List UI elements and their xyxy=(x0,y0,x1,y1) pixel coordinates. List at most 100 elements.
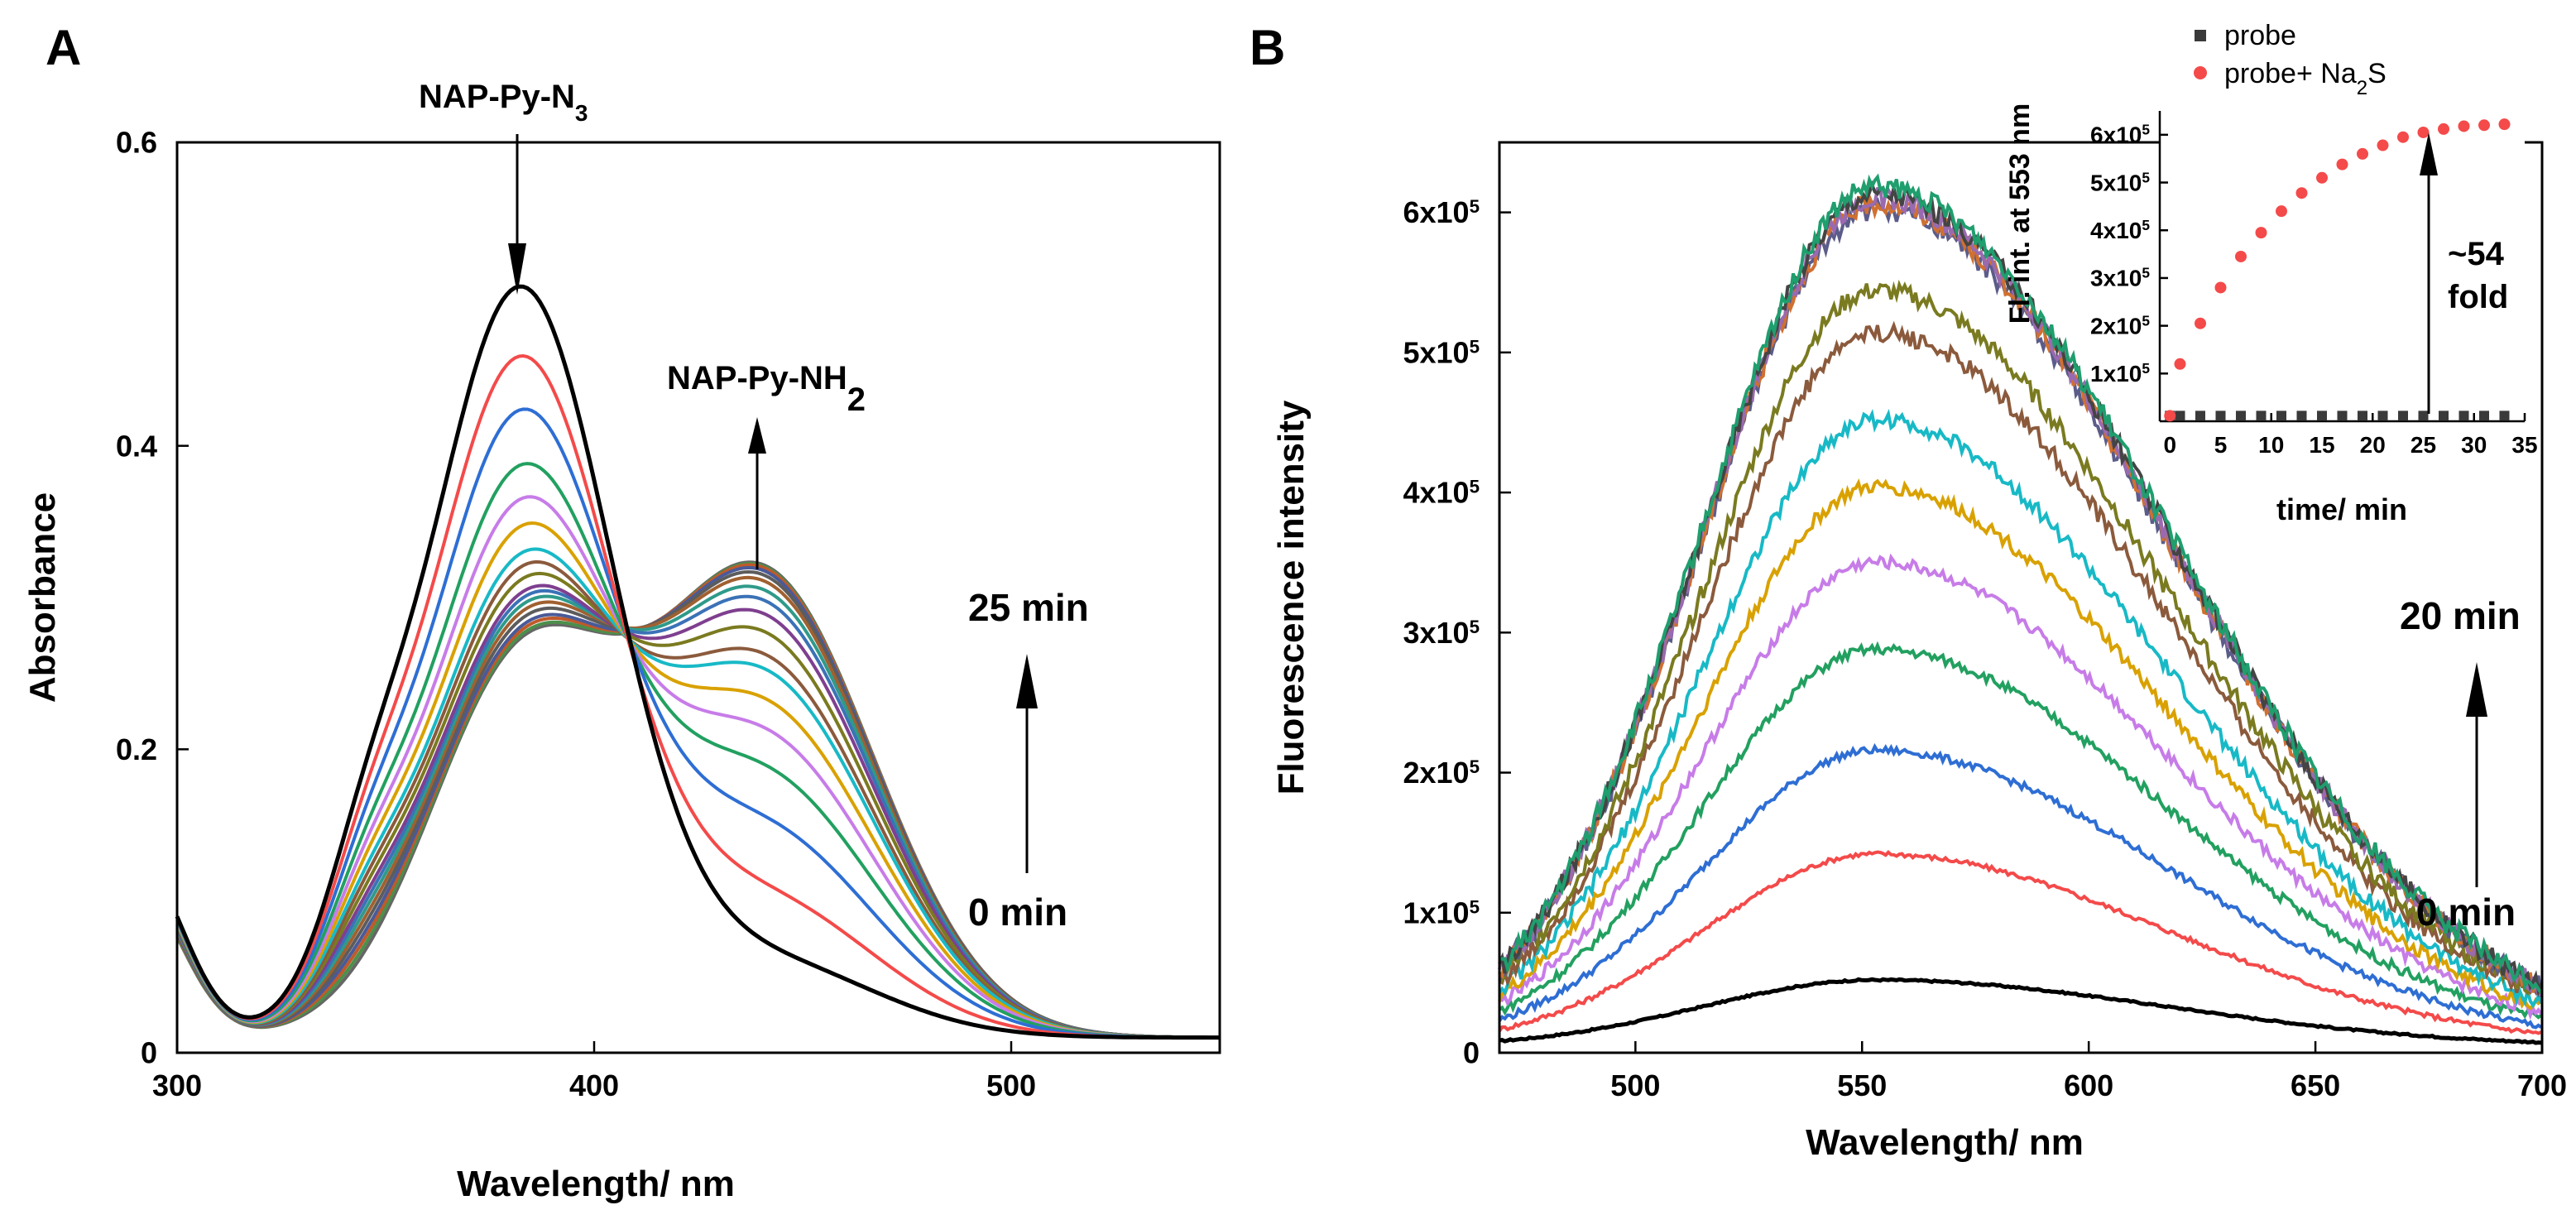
x-tick-label: 700 xyxy=(2517,1068,2567,1102)
spectrum-line-b xyxy=(1498,742,2543,1030)
annotation-nap-py-nh2: NAP-Py-NH2 xyxy=(667,360,866,418)
panel-a-label: A xyxy=(46,20,81,75)
spectrum-line-b xyxy=(1499,553,2543,1020)
spectrum-line-b xyxy=(1499,977,2542,1045)
arrow-up-time-a-head xyxy=(1016,654,1038,708)
chart-b-frame xyxy=(1498,141,2544,1054)
annotation-nap-py-n3: NAP-Py-N3 xyxy=(419,79,588,126)
y-tick-label-exp: 5 xyxy=(1470,476,1480,497)
y-tick-label-main: 2x10 xyxy=(1403,756,1469,790)
spectrum-line-a xyxy=(175,575,1220,1040)
spectrum-line-b xyxy=(1499,173,2543,994)
x-tick-label: 35 xyxy=(2511,432,2537,458)
x-tick-label: 10 xyxy=(2258,432,2284,458)
x-tick-label: 5 xyxy=(2214,432,2228,458)
y-tick-label-main: 6x10 xyxy=(1403,195,1469,229)
chart-b-xlabel: Wavelength/ nm xyxy=(1806,1122,2084,1163)
inset-xlabel: time/ min xyxy=(2276,492,2407,526)
inset-point-probe xyxy=(2236,411,2246,421)
y-tick-label: 5x105 xyxy=(2090,169,2150,195)
y-tick-label-main: 1x10 xyxy=(2090,361,2142,387)
annotation-nap-py-n3-main: NAP-Py-N xyxy=(419,79,575,115)
spectrum-line-a xyxy=(175,462,1220,1040)
y-tick-label: 0 xyxy=(141,1036,157,1070)
chart-a: 300 400 500 0 0.2 0.4 0.6 Wavelength/ nm Absor… xyxy=(22,79,1221,1204)
legend-marker-probe-na2s xyxy=(2194,66,2207,79)
x-tick-label: 500 xyxy=(1610,1068,1660,1102)
legend-label-probe-na2s-sub: 2 xyxy=(2357,77,2367,99)
inset-point-probe xyxy=(2296,411,2307,421)
x-tick-label: 550 xyxy=(1837,1068,1887,1102)
inset-point-probe xyxy=(2175,411,2185,421)
inset-point-probe xyxy=(2499,411,2510,421)
spectrum-line-a xyxy=(175,407,1220,1040)
fold-arrow-head xyxy=(2420,132,2438,175)
y-tick-label-exp: 5 xyxy=(1470,896,1480,917)
inset-point-probe xyxy=(2398,411,2408,421)
inset-point-probe xyxy=(2377,411,2388,421)
legend-marker-probe xyxy=(2195,30,2206,41)
arrow-up-time-b-head xyxy=(2466,662,2487,717)
x-tick-label: 400 xyxy=(569,1068,619,1102)
inset-point-probe xyxy=(2215,411,2226,421)
inset-point-probe xyxy=(2195,411,2205,421)
inset-point-probe xyxy=(2479,411,2489,421)
inset-point-probe xyxy=(2358,411,2367,421)
inset-point-probe-na2s xyxy=(2377,139,2389,151)
inset-point-probe-na2s xyxy=(2357,147,2368,160)
y-tick-label: 0.6 xyxy=(116,126,157,160)
inset-point-probe-na2s xyxy=(2316,171,2328,184)
y-tick-label-exp: 5 xyxy=(2142,360,2150,377)
chart-a-ylabel: Absorbance xyxy=(22,492,63,703)
annotation-nap-py-n3-sub: 3 xyxy=(575,100,588,126)
y-tick-label-exp: 5 xyxy=(1470,336,1480,357)
inset-point-probe-na2s xyxy=(2438,122,2449,135)
inset-point-probe-na2s xyxy=(2255,227,2267,239)
legend-label-probe-na2s-main: probe+ Na xyxy=(2224,58,2357,89)
annotation-nap-py-nh2-sub: 2 xyxy=(847,382,866,418)
y-tick-label-exp: 5 xyxy=(2142,217,2150,233)
y-tick-label: 1x105 xyxy=(1403,895,1480,929)
chart-b-ylabel: Fluorescence intensity xyxy=(1271,400,1312,795)
panel-b-label: B xyxy=(1250,20,1285,75)
spectrum-line-b xyxy=(1498,641,2543,1020)
inset-point-probe-na2s xyxy=(2417,126,2430,138)
y-tick-label-main: 4x10 xyxy=(1403,476,1469,510)
y-tick-label: 5x105 xyxy=(1403,335,1480,369)
chart-a-xlabel: Wavelength/ nm xyxy=(457,1164,735,1204)
y-tick-label-main: 5x10 xyxy=(1403,335,1469,369)
inset-point-probe xyxy=(2458,411,2469,421)
y-tick-label-exp: 5 xyxy=(2142,265,2150,281)
y-tick-label: 1x105 xyxy=(2090,360,2150,387)
x-tick-label: 300 xyxy=(152,1068,202,1102)
annotation-nap-py-nh2-main: NAP-Py-NH xyxy=(667,360,847,396)
inset-point-probe-na2s xyxy=(2478,119,2490,132)
y-tick-label-main: 0.6 xyxy=(116,126,157,160)
annotation-a-25min: 25 min xyxy=(968,586,1089,629)
x-tick-label: 30 xyxy=(2461,432,2487,458)
inset-point-probe-na2s xyxy=(2164,410,2176,422)
fold-label-line2: fold xyxy=(2448,279,2508,315)
y-tick-label-main: 6x10 xyxy=(2090,122,2142,148)
inset-point-probe xyxy=(2256,411,2267,421)
inset-point-probe-na2s xyxy=(2336,158,2348,170)
y-tick-label: 0 xyxy=(1463,1036,1480,1070)
y-tick-label-main: 4x10 xyxy=(2090,218,2142,243)
spectrum-line-b xyxy=(1498,478,2543,1011)
inset-point-probe xyxy=(2418,411,2429,421)
annotation-a-0min: 0 min xyxy=(968,891,1067,934)
inset-point-probe-na2s xyxy=(2214,281,2227,294)
spectrum-line-b xyxy=(1498,408,2543,1009)
y-tick-label-main: 0 xyxy=(141,1036,157,1070)
y-tick-label: 2x105 xyxy=(2090,312,2150,339)
y-tick-label-main: 3x10 xyxy=(2090,266,2142,291)
inset-point-probe-na2s xyxy=(2174,358,2186,370)
chart-a-lines xyxy=(175,284,1221,1040)
x-tick-label: 25 xyxy=(2411,432,2436,458)
x-tick-label: 0 xyxy=(2163,432,2176,458)
x-tick-label: 15 xyxy=(2309,432,2334,458)
chart-b-lines xyxy=(1498,173,2543,1045)
y-tick-label-main: 1x10 xyxy=(1403,895,1469,929)
y-tick-label: 0.4 xyxy=(116,429,157,463)
fold-label-line1: ~54 xyxy=(2448,236,2505,272)
